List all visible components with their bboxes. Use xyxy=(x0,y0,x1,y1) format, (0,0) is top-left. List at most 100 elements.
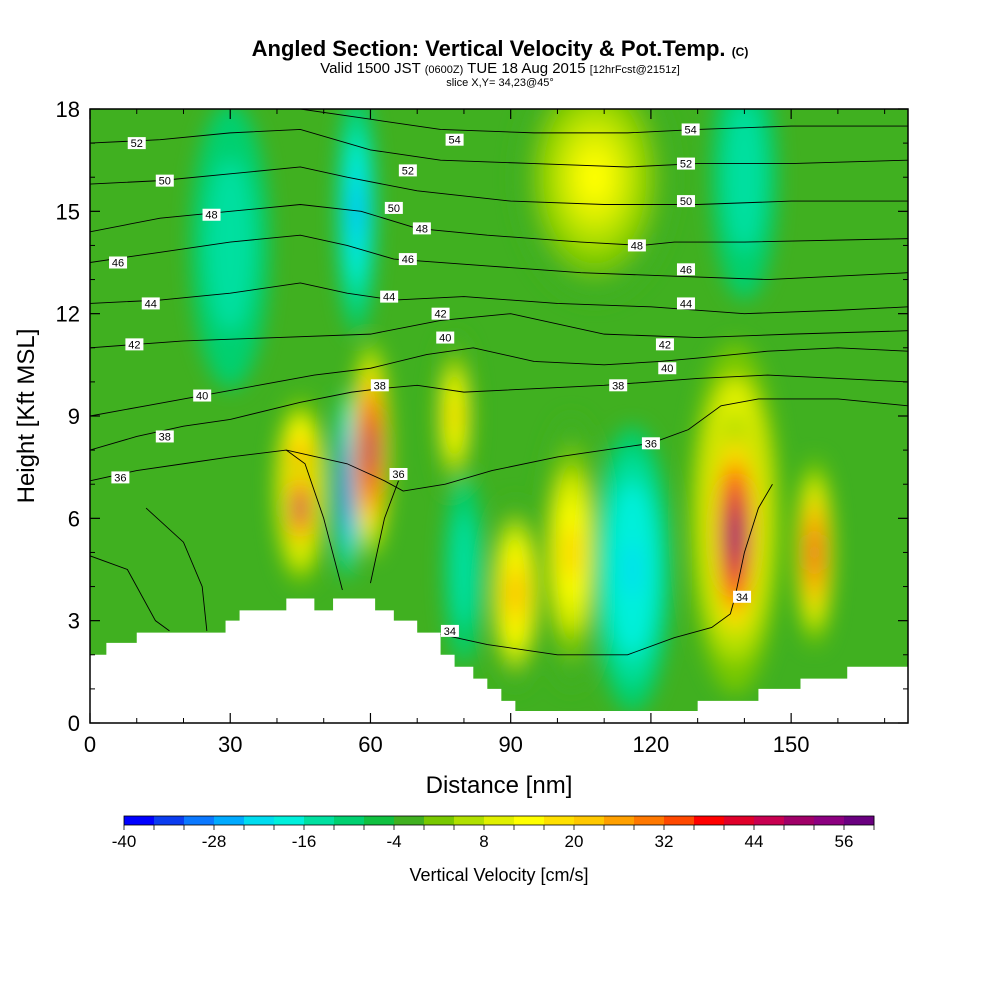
isentrope-label-box xyxy=(733,590,752,603)
isentrope-label-box xyxy=(676,157,695,170)
colorbar-segment xyxy=(274,816,305,825)
isentrope-label-box xyxy=(609,379,628,392)
valid-date: TUE 18 Aug 2015 xyxy=(467,60,586,77)
isentrope-label-box xyxy=(202,208,221,221)
colorbar-segment xyxy=(574,816,605,825)
isentrope-label-box xyxy=(398,164,417,177)
terrain-mask xyxy=(90,598,908,723)
colorbar-label: Vertical Velocity [cm/s] xyxy=(409,865,588,885)
isentrope-line xyxy=(90,129,908,168)
chart-title: Angled Section: Vertical Velocity & Pot.… xyxy=(0,36,1000,62)
isentrope-label-box xyxy=(431,307,450,320)
colorbar-segment xyxy=(544,816,575,825)
isentrope-line xyxy=(286,449,343,591)
colorbar-segment xyxy=(244,816,275,825)
isentrope-label: 46 xyxy=(112,258,124,270)
isentrope-label: 38 xyxy=(612,380,624,392)
chart-subtitle: Valid 1500 JST (0600Z) TUE 18 Aug 2015 [… xyxy=(0,60,1000,77)
isentrope-line xyxy=(90,282,908,315)
colorbar-segment xyxy=(784,816,815,825)
forecast-info: [12hrFcst@2151z] xyxy=(589,64,680,76)
velocity-cell xyxy=(624,540,641,599)
velocity-cell xyxy=(737,152,751,202)
isentrope-label: 50 xyxy=(680,196,692,208)
isentrope-label-box xyxy=(676,195,695,208)
isentrope-label-box xyxy=(109,256,128,269)
utc-time: (0600Z) xyxy=(424,64,464,76)
isentrope-line xyxy=(90,234,908,281)
colorbar-segment xyxy=(604,816,635,825)
isentrope-label-box xyxy=(655,338,674,351)
isentrope-label-box xyxy=(436,331,455,344)
isentrope-label: 48 xyxy=(416,223,428,235)
isentrope-label-box xyxy=(141,297,160,310)
colorbar-segment xyxy=(754,816,785,825)
isentrope-label: 52 xyxy=(680,159,692,171)
colorbar-tick-label: -4 xyxy=(386,832,401,851)
isentrope-label-box xyxy=(676,297,695,310)
isentrope-label-box xyxy=(658,362,677,375)
isentrope-label-box xyxy=(440,624,459,637)
velocity-cell xyxy=(579,152,611,202)
isentrope-label-box xyxy=(155,430,174,443)
isentrope-label: 48 xyxy=(631,240,643,252)
velocity-cell xyxy=(352,186,361,236)
isentrope-label-box xyxy=(380,290,399,303)
isentrope-label: 50 xyxy=(159,176,171,188)
colorbar-segment xyxy=(814,816,845,825)
colorbar-segment xyxy=(124,816,155,825)
isentrope-line xyxy=(90,313,908,349)
isentrope-label-box xyxy=(125,338,144,351)
y-tick-label: 12 xyxy=(56,302,80,327)
colorbar-segment xyxy=(334,816,365,825)
valid-time: Valid 1500 JST xyxy=(320,60,421,77)
isentrope-label-box xyxy=(445,133,464,146)
y-tick-label: 0 xyxy=(68,711,80,736)
colorbar-tick-label: 8 xyxy=(479,832,488,851)
x-tick-label: 150 xyxy=(773,732,810,757)
colorbar-segment xyxy=(154,816,185,825)
x-tick-label: 30 xyxy=(218,732,242,757)
isentrope-label: 46 xyxy=(402,254,414,266)
colorbar-segment xyxy=(394,816,425,825)
velocity-cell xyxy=(729,510,741,560)
isentrope-label: 50 xyxy=(388,203,400,215)
velocity-cell xyxy=(564,525,578,580)
isentrope-label: 34 xyxy=(736,592,748,604)
colorbar-tick-label: -16 xyxy=(292,832,317,851)
colorbar-tick-label: 20 xyxy=(565,832,584,851)
colorbar-segment xyxy=(844,816,875,825)
isentrope-label: 48 xyxy=(205,210,217,222)
velocity-cells xyxy=(190,109,835,713)
velocity-cell xyxy=(366,428,375,472)
isentrope-label-box xyxy=(111,471,130,484)
isentrope-label: 40 xyxy=(196,391,208,403)
isentrope-label: 52 xyxy=(131,138,143,150)
colorbar-segment xyxy=(184,816,215,825)
colorbar-segment xyxy=(724,816,755,825)
isentrope-label-box xyxy=(155,174,174,187)
colorbar-segment xyxy=(484,816,515,825)
isentrope-label-box xyxy=(384,201,403,214)
x-axis-label: Distance [nm] xyxy=(426,772,573,799)
isentrope-label: 34 xyxy=(444,626,456,638)
colorbar-tick-label: -40 xyxy=(112,832,137,851)
isentrope-label-box xyxy=(681,123,700,136)
colorbar-segment xyxy=(694,816,725,825)
colorbar-segment xyxy=(664,816,695,825)
colorbar-segment xyxy=(634,816,665,825)
velocity-cell xyxy=(510,574,521,613)
colorbar-tick-label: 44 xyxy=(745,832,764,851)
y-tick-label: 18 xyxy=(56,97,80,122)
isentrope-layer xyxy=(90,109,908,656)
y-tick-label: 9 xyxy=(68,404,80,429)
velocity-cell xyxy=(222,216,239,275)
isentrope-line xyxy=(90,347,908,417)
velocity-field xyxy=(90,109,908,723)
x-tick-label: 0 xyxy=(84,732,96,757)
isentrope-line xyxy=(370,480,399,584)
isentrope-label: 42 xyxy=(434,309,446,321)
y-tick-label: 3 xyxy=(68,609,80,634)
